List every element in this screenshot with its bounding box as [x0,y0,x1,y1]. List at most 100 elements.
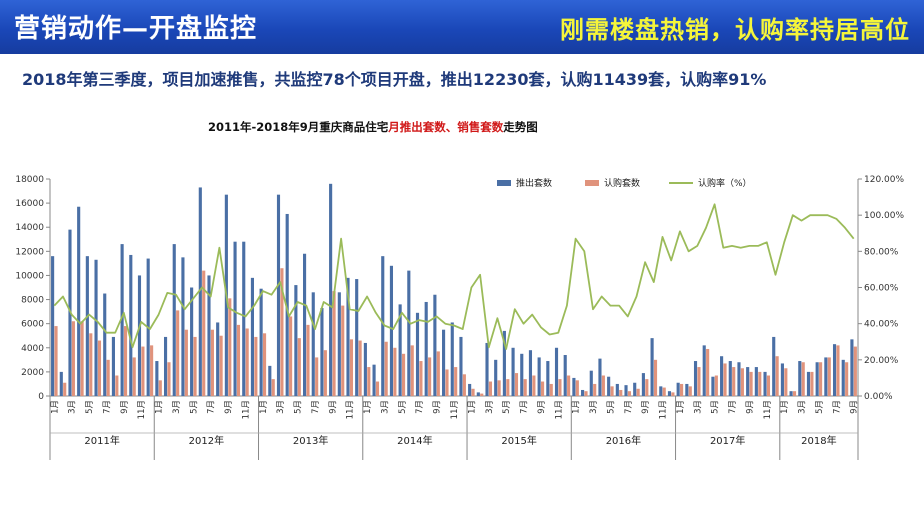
sales-bar [462,374,466,396]
supply-bar [598,358,602,396]
sales-bar [358,340,362,396]
supply-bar [476,392,480,396]
year-label: 2018年 [801,434,836,447]
sales-bar [662,387,666,396]
supply-bar [311,292,315,396]
supply-bar [77,206,81,396]
y-left-tick-label: 12000 [15,247,44,257]
supply-bar [650,338,654,396]
supply-bar [607,376,611,396]
sales-bar [228,298,232,396]
month-tick-label: 1月 [363,400,373,414]
sales-bar [775,356,779,396]
legend-label-sales: 认购套数 [604,177,640,189]
supply-bar [172,244,176,396]
y-left-tick-label: 0 [38,392,44,402]
sales-bar [375,381,380,396]
sales-bar [80,321,84,396]
month-tick-label: 5月 [606,400,616,414]
month-tick-label: 5月 [815,400,825,414]
sales-bar [245,328,249,396]
sales-bar [141,346,145,396]
supply-bar [129,254,133,396]
month-tick-label: 11月 [763,400,773,419]
supply-bar [728,361,732,396]
supply-bar [702,345,706,396]
supply-bar [94,259,98,396]
month-tick-label: 11月 [450,400,460,419]
y-left-tick-label: 10000 [15,271,44,281]
month-tick-label: 5月 [711,400,721,414]
month-tick-label: 9月 [745,400,755,414]
month-tick-label: 5月 [502,400,512,414]
sales-bar [315,357,319,396]
month-tick-label: 9月 [850,400,860,414]
supply-bar [754,367,758,396]
supply-bar [711,376,715,396]
supply-bar [720,356,724,396]
sales-bar [306,324,310,396]
month-tick-label: 7月 [520,400,530,414]
sales-bar [54,326,58,396]
supply-bar [841,359,845,396]
chart-title-part1: 2011年-2018年9月重庆商品住宅 [208,120,389,134]
sales-bar [71,321,75,396]
month-tick-label: 1月 [676,400,686,414]
sales-bar [236,324,241,396]
supply-bar [667,391,672,396]
chart-title: 2011年-2018年9月重庆商品住宅月推出套数、销售套数走势图 [208,119,538,135]
year-label: 2015年 [501,434,536,447]
supply-bar [554,347,559,396]
y-left-tick-label: 16000 [15,199,44,209]
sales-bar [766,375,771,396]
year-label: 2014年 [397,434,432,447]
supply-bar [103,293,107,396]
month-tick-label: 11月 [659,400,669,419]
sales-bar [732,367,736,396]
supply-bar [798,361,802,396]
supply-bar [233,241,237,396]
sales-bar [297,338,301,396]
supply-bar [276,194,281,396]
sales-bar [210,329,214,396]
sales-bar [706,348,710,396]
sales-bar [410,345,414,396]
supply-bar [832,344,837,396]
month-tick-label: 1月 [572,400,582,414]
year-label: 2012年 [189,434,224,447]
sales-bar [488,381,493,396]
sales-bar [289,316,293,396]
supply-bar [389,265,394,396]
sales-bar [115,375,119,396]
legend-label-rate: 认购率（%） [698,177,752,189]
sales-bar [514,373,519,396]
sales-bar [558,379,562,396]
legend-swatch-supply [497,180,511,186]
sales-bar [523,379,527,396]
supply-bar [659,386,663,396]
supply-bar [294,285,298,396]
sales-bar [445,369,449,396]
supply-bar [415,312,420,396]
supply-bar [685,383,689,396]
supply-bar [320,307,324,396]
supply-bar [398,304,402,396]
supply-bar [572,377,576,396]
sales-bar [393,347,397,396]
supply-bar [407,270,411,396]
month-tick-label: 7月 [102,400,112,414]
supply-bar [85,256,89,396]
month-tick-label: 7月 [207,400,217,414]
y-left-tick-label: 8000 [21,296,44,306]
sales-bar [332,291,336,396]
sales-bar [584,391,588,396]
month-tick-label: 7月 [311,400,321,414]
supply-bar [468,383,472,396]
supply-bar [763,371,767,396]
supply-bar [815,362,819,396]
sales-bar [845,362,849,396]
sales-bar [97,340,102,396]
month-tick-label: 5月 [398,400,408,414]
sales-bar [254,336,258,396]
sales-bar [619,389,623,396]
